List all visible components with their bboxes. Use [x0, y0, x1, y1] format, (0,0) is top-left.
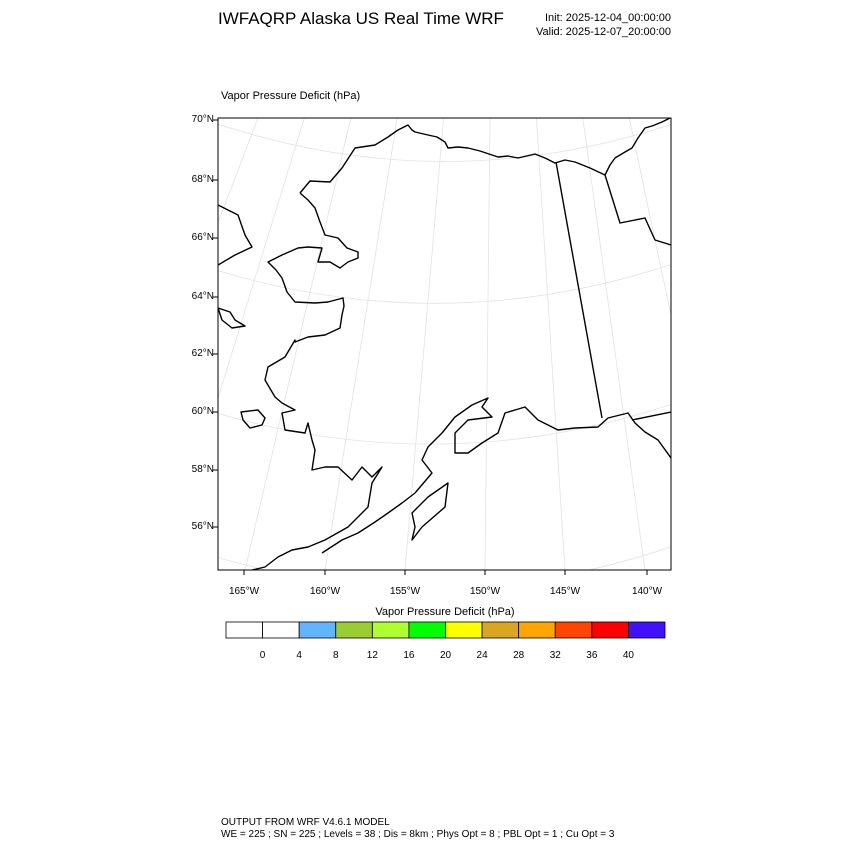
colorbar-label: 20	[439, 650, 452, 661]
meridian	[628, 118, 671, 318]
colorbar-label: 32	[549, 650, 561, 661]
coastlines	[218, 118, 671, 570]
nunivak-island	[240, 409, 266, 429]
colorbar	[225, 621, 666, 639]
lon-label: 160°W	[309, 586, 341, 597]
lon-label: 145°W	[549, 586, 581, 597]
colorbar-label: 40	[622, 650, 634, 661]
meridian	[218, 118, 305, 400]
meridian	[676, 118, 805, 570]
lat-label: 60°N	[191, 406, 214, 417]
parallel-60	[218, 404, 671, 445]
lat-label: 58°N	[191, 464, 214, 475]
footer-config: WE = 225 ; SN = 225 ; Levels = 38 ; Dis …	[221, 829, 615, 840]
colorbar-label: 24	[476, 650, 488, 661]
colorbar-box	[554, 621, 593, 639]
init-time: Init: 2025-12-04_00:00:00	[545, 12, 671, 24]
lon-label: 165°W	[228, 586, 260, 597]
bc-border	[631, 411, 671, 421]
parallel-65	[218, 264, 671, 304]
meridian	[5, 118, 212, 570]
canada-border-141w	[555, 161, 603, 419]
colorbar-label: 16	[403, 650, 415, 661]
colorbar-label: 0	[259, 650, 266, 661]
lat-label: 56°N	[191, 521, 214, 532]
colorbar-box	[335, 621, 373, 639]
colorbar-box	[408, 621, 446, 639]
footer-model: OUTPUT FROM WRF V4.6.1 MODEL	[221, 817, 390, 828]
south-coast	[321, 397, 671, 554]
map-frame	[217, 117, 672, 571]
meridian	[536, 118, 566, 570]
meridian	[484, 118, 491, 570]
meridian	[218, 118, 259, 224]
meridian	[582, 118, 646, 570]
colorbar-label: 28	[513, 650, 525, 661]
meridian	[324, 118, 398, 570]
field-label: Vapor Pressure Deficit (hPa)	[221, 90, 361, 102]
colorbar-title: Vapor Pressure Deficit (hPa)	[375, 606, 515, 618]
colorbar-label: 36	[586, 650, 598, 661]
lon-label: 150°W	[469, 586, 501, 597]
plot-title: IWFAQRP Alaska US Real Time WRF	[218, 9, 504, 28]
kodiak-island	[411, 482, 449, 541]
lon-label: 140°W	[631, 586, 663, 597]
colorbar-label: 8	[332, 650, 339, 661]
lat-label: 62°N	[191, 348, 214, 359]
colorbar-box	[262, 621, 300, 639]
colorbar-box	[225, 621, 263, 639]
parallel-55	[218, 546, 671, 570]
colorbar-box	[518, 621, 556, 639]
north-coast	[299, 118, 671, 194]
valid-time: Valid: 2025-12-07_20:00:00	[536, 26, 671, 38]
lat-label: 66°N	[191, 232, 214, 243]
st-lawrence-island	[218, 307, 246, 329]
axis-ticks	[213, 119, 648, 575]
colorbar-box	[298, 621, 337, 639]
colorbar-label: 4	[296, 650, 302, 661]
meridian	[244, 118, 352, 570]
colorbar-box	[445, 621, 483, 639]
colorbar-box	[591, 621, 629, 639]
lon-label: 155°W	[389, 586, 421, 597]
meridian	[404, 118, 444, 570]
lat-label: 70°N	[191, 114, 214, 125]
colorbar-box	[371, 621, 410, 639]
lat-label: 68°N	[191, 174, 214, 185]
colorbar-box	[628, 621, 666, 639]
west-coast	[251, 192, 383, 570]
parallel-70	[218, 123, 671, 162]
lat-label: 64°N	[191, 291, 214, 302]
graticule	[5, 118, 805, 570]
chukotka-coast	[218, 204, 253, 266]
yukon-nwt-border	[604, 174, 671, 246]
colorbar-box	[481, 621, 520, 639]
colorbar-label: 12	[366, 650, 378, 661]
